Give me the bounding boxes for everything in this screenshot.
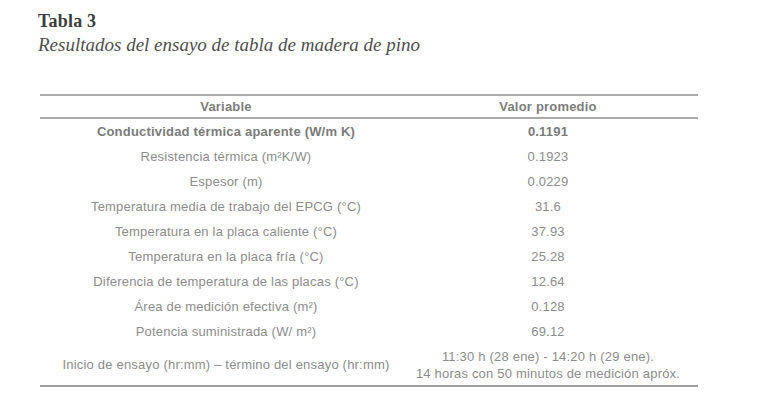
variable-cell: Diferencia de temperatura de las placas …: [40, 269, 412, 294]
value-line-1: 11:30 h (28 ene) - 14:20 h (29 ene).: [412, 348, 684, 365]
header-row: Variable Valor promedio: [40, 95, 698, 118]
results-table: Variable Valor promedio Conductividad té…: [40, 94, 698, 387]
variable-cell: Inicio de ensayo (hr:mm) – término del e…: [40, 344, 412, 386]
variable-cell: Resistencia térmica (m²K/W): [40, 144, 412, 169]
variable-cell: Potencia suministrada (W/ m²): [40, 319, 412, 344]
table-label: Tabla 3: [38, 10, 420, 33]
value-cell: 0.1191: [412, 118, 684, 144]
value-cell: 31.6: [412, 194, 684, 219]
variable-cell: Temperatura media de trabajo del EPCG (°…: [40, 194, 412, 219]
spacer-cell: [684, 194, 698, 219]
value-line-2: 14 horas con 50 minutos de medición apró…: [412, 365, 684, 382]
spacer-cell: [684, 144, 698, 169]
table-row-placa-fria: Temperatura en la placa fría (°C) 25.28: [40, 244, 698, 269]
document-page: Tabla 3 Resultados del ensayo de tabla d…: [0, 0, 761, 404]
spacer-cell: [684, 219, 698, 244]
table-title: Resultados del ensayo de tabla de madera…: [38, 33, 420, 57]
value-multiline: 11:30 h (28 ene) - 14:20 h (29 ene). 14 …: [412, 348, 684, 382]
spacer-cell: [684, 344, 698, 386]
table-row-diferencia: Diferencia de temperatura de las placas …: [40, 269, 698, 294]
table-row-conductividad: Conductividad térmica aparente (W/m K) 0…: [40, 118, 698, 144]
table-row-resistencia: Resistencia térmica (m²K/W) 0.1923: [40, 144, 698, 169]
value-cell: 0.128: [412, 294, 684, 319]
column-header-variable: Variable: [40, 95, 412, 118]
column-header-value: Valor promedio: [412, 95, 684, 118]
spacer-cell: [684, 269, 698, 294]
spacer-cell: [684, 169, 698, 194]
value-cell: 11:30 h (28 ene) - 14:20 h (29 ene). 14 …: [412, 344, 684, 386]
header-spacer: [684, 95, 698, 118]
table-row-area: Área de medición efectiva (m²) 0.128: [40, 294, 698, 319]
value-cell: 0.1923: [412, 144, 684, 169]
table-caption: Tabla 3 Resultados del ensayo de tabla d…: [38, 10, 420, 57]
spacer-cell: [684, 319, 698, 344]
value-cell: 12.64: [412, 269, 684, 294]
value-cell: 25.28: [412, 244, 684, 269]
table-row-potencia: Potencia suministrada (W/ m²) 69.12: [40, 319, 698, 344]
value-cell: 37.93: [412, 219, 684, 244]
variable-cell: Temperatura en la placa caliente (°C): [40, 219, 412, 244]
variable-cell: Espesor (m): [40, 169, 412, 194]
table-row-inicio-termino: Inicio de ensayo (hr:mm) – término del e…: [40, 344, 698, 386]
value-cell: 69.12: [412, 319, 684, 344]
variable-cell: Temperatura en la placa fría (°C): [40, 244, 412, 269]
spacer-cell: [684, 118, 698, 144]
spacer-cell: [684, 244, 698, 269]
spacer-cell: [684, 294, 698, 319]
table-row-placa-caliente: Temperatura en la placa caliente (°C) 37…: [40, 219, 698, 244]
table-row-espesor: Espesor (m) 0.0229: [40, 169, 698, 194]
table-row-temp-media: Temperatura media de trabajo del EPCG (°…: [40, 194, 698, 219]
value-cell: 0.0229: [412, 169, 684, 194]
variable-cell: Conductividad térmica aparente (W/m K): [40, 118, 412, 144]
variable-cell: Área de medición efectiva (m²): [40, 294, 412, 319]
